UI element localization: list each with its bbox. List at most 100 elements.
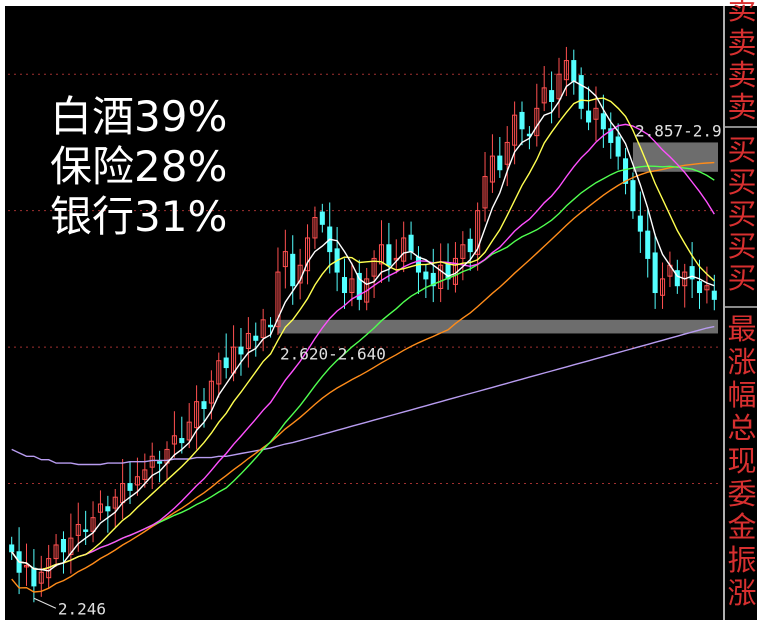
candle-body: [512, 114, 518, 146]
candle-body: [312, 216, 318, 239]
candle-body: [489, 155, 495, 183]
side-label-total[interactable]: 总: [727, 411, 757, 445]
frame-border-top: [0, 0, 757, 6]
candle-body: [571, 60, 577, 82]
candle-body: [386, 244, 392, 266]
overlay-line-liquor: 白酒39%: [50, 92, 228, 141]
candle-body: [238, 346, 244, 355]
candle-body: [112, 496, 118, 509]
side-label-sell[interactable]: 卖: [727, 26, 757, 60]
price-zone-band: [277, 319, 718, 334]
sector-allocation-overlay: 白酒39% 保险28% 银行31%: [50, 92, 227, 242]
quote-side-panel: 卖 卖 卖 卖 买 买 买 买 买 最 涨 幅 总 现 委 金 振 涨: [723, 0, 757, 620]
candle-body: [208, 380, 214, 404]
ma20-line: [11, 123, 715, 571]
candle-body: [38, 571, 44, 584]
candle-body: [615, 136, 621, 157]
candle-body: [563, 60, 569, 81]
candle-body: [578, 75, 584, 109]
low-marker-line: [33, 597, 57, 609]
zone-label: 2.620-2.640: [280, 344, 386, 363]
candle-body: [349, 278, 355, 294]
candle-body: [408, 234, 414, 253]
candle-body: [438, 264, 444, 289]
low-price-label: 2.246: [58, 599, 106, 618]
candle-body: [637, 215, 643, 232]
moving-averages: [11, 80, 715, 593]
candle-body: [541, 87, 547, 104]
side-label-sell[interactable]: 卖: [727, 0, 757, 26]
grid-lines: [8, 73, 718, 485]
candles: [9, 46, 717, 603]
candle-body: [608, 128, 614, 143]
candle-body: [371, 257, 377, 277]
side-label-current[interactable]: 现: [727, 444, 757, 478]
candle-body: [90, 517, 96, 532]
candle-body: [482, 176, 488, 209]
overlay-line-bank: 银行31%: [50, 192, 228, 241]
side-label-amplitude[interactable]: 幅: [727, 378, 757, 412]
candle-body: [31, 567, 37, 587]
candle-body: [467, 238, 473, 253]
side-label-buy[interactable]: 买: [727, 229, 757, 263]
zone-label: 2.857-2.9: [635, 121, 722, 140]
candle-body: [157, 461, 163, 464]
side-label-sell[interactable]: 卖: [727, 90, 757, 124]
candle-body: [290, 253, 296, 287]
side-label-buy[interactable]: 买: [727, 197, 757, 231]
side-label-buy[interactable]: 买: [727, 261, 757, 295]
candle-body: [268, 324, 274, 328]
candle-body: [696, 281, 703, 294]
side-label-highest[interactable]: 最: [727, 312, 757, 346]
candle-body: [304, 237, 311, 272]
candle-body: [704, 285, 710, 291]
side-label-order[interactable]: 委: [727, 477, 757, 511]
side-divider: [725, 306, 757, 308]
candle-body: [60, 538, 67, 553]
candle-body: [9, 544, 15, 553]
side-label-buy[interactable]: 买: [727, 133, 757, 167]
candle-body: [142, 469, 148, 480]
candle-body: [711, 290, 717, 300]
side-label-rise[interactable]: 涨: [727, 345, 757, 379]
candle-body: [659, 278, 666, 296]
candle-body: [401, 237, 407, 262]
candle-body: [127, 483, 133, 491]
candle-body: [194, 401, 200, 429]
candle-body: [356, 272, 362, 300]
candle-body: [245, 332, 251, 349]
candle-body: [645, 230, 651, 259]
candle-body: [519, 111, 525, 130]
side-label-sell[interactable]: 卖: [727, 58, 757, 92]
candle-body: [556, 73, 562, 100]
candle-body: [201, 401, 207, 410]
candlestick-chart[interactable]: 2.857-2.9 2.620-2.640 2.246: [0, 0, 723, 626]
candle-body: [504, 141, 510, 165]
candle-body: [253, 335, 259, 341]
candle-body: [475, 210, 481, 255]
side-label-buy[interactable]: 买: [727, 165, 757, 199]
side-label-amount[interactable]: 金: [727, 510, 757, 544]
candle-body: [275, 271, 281, 328]
candle-body: [430, 272, 436, 287]
candle-body: [134, 476, 140, 486]
frame-border-left: [0, 0, 5, 626]
candle-body: [364, 278, 370, 303]
candle-body: [53, 544, 59, 560]
candle-body: [378, 244, 385, 265]
candle-body: [186, 421, 192, 441]
candle-body: [623, 158, 629, 184]
candle-body: [689, 266, 695, 280]
candle-body: [600, 113, 606, 130]
chart-labels: 2.857-2.9 2.620-2.640 2.246: [33, 121, 722, 618]
candle-body: [341, 277, 348, 294]
candle-body: [319, 211, 325, 225]
side-label-swing[interactable]: 振: [727, 543, 757, 577]
candle-body: [460, 244, 466, 259]
candle-body: [593, 107, 599, 120]
candle-body: [586, 110, 592, 123]
ma120-line: [11, 325, 715, 466]
side-label-change[interactable]: 涨: [727, 576, 757, 610]
candle-body: [497, 155, 503, 171]
